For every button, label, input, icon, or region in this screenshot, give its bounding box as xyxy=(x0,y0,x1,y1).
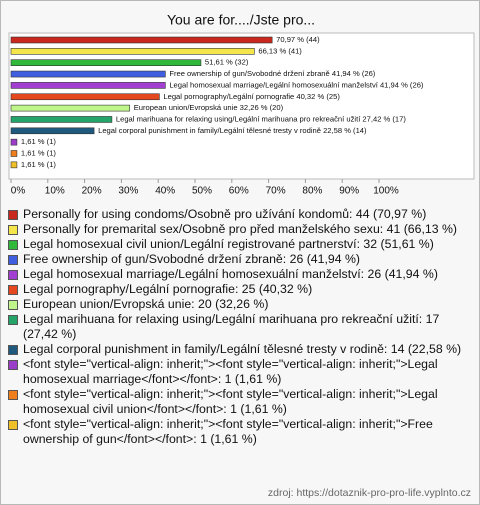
x-tick-label: 0% xyxy=(11,186,26,197)
legend-label: European union/Evropská unie: 20 (32,26 … xyxy=(23,297,269,311)
x-tick-label: 70% xyxy=(266,186,286,197)
x-tick-label: 100% xyxy=(373,186,399,197)
x-tick-label: 50% xyxy=(192,186,212,197)
legend-item: <font style="vertical-align: inherit;"><… xyxy=(7,387,473,417)
x-tick-label: 30% xyxy=(118,186,138,197)
legend-item: Legal marihuana for relaxing using/Legál… xyxy=(7,312,473,342)
legend-label: Personally for using condoms/Osobně pro … xyxy=(23,207,427,221)
value-label: 70,97 % (44) xyxy=(276,35,320,44)
legend-swatch xyxy=(8,225,18,235)
legend-label: <font style="vertical-align: inherit;"><… xyxy=(23,417,433,446)
legend-label: <font style="vertical-align: inherit;"><… xyxy=(23,357,438,386)
legend-item: Legal homosexual marriage/Legální homose… xyxy=(7,267,473,282)
legend-label: Personally for premarital sex/Osobně pro… xyxy=(23,222,458,236)
legend-label: Legal corporal punishment in family/Legá… xyxy=(23,342,462,356)
bar xyxy=(10,70,166,78)
legend-label: Legal marihuana for relaxing using/Legál… xyxy=(23,312,440,341)
value-label: European union/Evropská unie 32,26 % (20… xyxy=(134,103,284,112)
legend-swatch xyxy=(8,300,18,310)
legend-label: Legal homosexual marriage/Legální homose… xyxy=(23,267,438,281)
x-tick-label: 60% xyxy=(229,186,249,197)
legend-swatch xyxy=(8,240,18,250)
bar xyxy=(10,82,166,89)
bar xyxy=(10,127,95,135)
legend-swatch xyxy=(8,345,18,355)
bar xyxy=(10,48,255,55)
value-label: 1,61 % (1) xyxy=(21,137,57,146)
legend-item: Legal pornography/Legální pornografie: 2… xyxy=(7,282,473,297)
chart: You are for..../Jste pro... 70,97 % (44)… xyxy=(8,12,475,197)
value-label: 66,13 % (41) xyxy=(258,46,302,55)
legend-label: Legal pornography/Legální pornografie: 2… xyxy=(23,282,313,296)
bar xyxy=(10,138,18,146)
value-label: Legal corporal punishment in family/Legá… xyxy=(98,126,367,135)
legend: Personally for using condoms/Osobně pro … xyxy=(7,207,473,447)
bar xyxy=(10,116,113,123)
bar xyxy=(10,104,131,112)
legend-swatch xyxy=(8,210,18,220)
bar xyxy=(10,150,18,157)
value-label: Legal marihuana for relaxing using/Legál… xyxy=(116,114,406,123)
source: zdroj: https://dotaznik-pro-pro-life.vyp… xyxy=(267,487,471,499)
bar xyxy=(10,36,273,44)
x-tick-label: 20% xyxy=(82,186,102,197)
x-tick-label: 40% xyxy=(155,186,175,197)
legend-item: <font style="vertical-align: inherit;"><… xyxy=(7,357,473,387)
legend-label: Free ownership of gun/Svobodné držení zb… xyxy=(23,252,361,266)
bar xyxy=(10,59,202,67)
legend-item: Personally for using condoms/Osobně pro … xyxy=(7,207,473,222)
value-label: Legal homosexual marriage/Legální homose… xyxy=(169,80,424,89)
legend-swatch xyxy=(8,420,18,430)
legend-swatch xyxy=(8,255,18,265)
x-tick-label: 10% xyxy=(45,186,65,197)
value-label: Free ownership of gun/Svobodné držení zb… xyxy=(169,69,375,78)
bar xyxy=(10,93,160,101)
legend-item: Legal homosexual civil union/Legální reg… xyxy=(7,237,473,252)
legend-label: Legal homosexual civil union/Legální reg… xyxy=(23,237,434,251)
chart-title: You are for..../Jste pro... xyxy=(167,12,315,28)
legend-item: European union/Evropská unie: 20 (32,26 … xyxy=(7,297,473,312)
plot: 70,97 % (44) 66,13 % (41) 51,61 % (32) Free… xyxy=(10,35,424,169)
legend-swatch xyxy=(8,285,18,295)
value-label: 1,61 % (1) xyxy=(21,149,57,158)
legend-item: <font style="vertical-align: inherit;"><… xyxy=(7,417,473,447)
x-tick-label: 90% xyxy=(339,186,359,197)
legend-swatch xyxy=(8,270,18,280)
value-label: Legal pornography/Legální pornografie 40… xyxy=(163,92,340,101)
value-label: 1,61 % (1) xyxy=(21,160,57,169)
legend-swatch xyxy=(8,315,18,325)
legend-label: <font style="vertical-align: inherit;"><… xyxy=(23,387,438,416)
bar xyxy=(10,161,18,169)
legend-item: Free ownership of gun/Svobodné držení zb… xyxy=(7,252,473,267)
legend-swatch xyxy=(8,360,18,370)
x-tick-label: 80% xyxy=(302,186,322,197)
legend-swatch xyxy=(8,390,18,400)
legend-item: Personally for premarital sex/Osobně pro… xyxy=(7,222,473,237)
legend-item: Legal corporal punishment in family/Legá… xyxy=(7,342,473,357)
value-label: 51,61 % (32) xyxy=(205,58,249,67)
